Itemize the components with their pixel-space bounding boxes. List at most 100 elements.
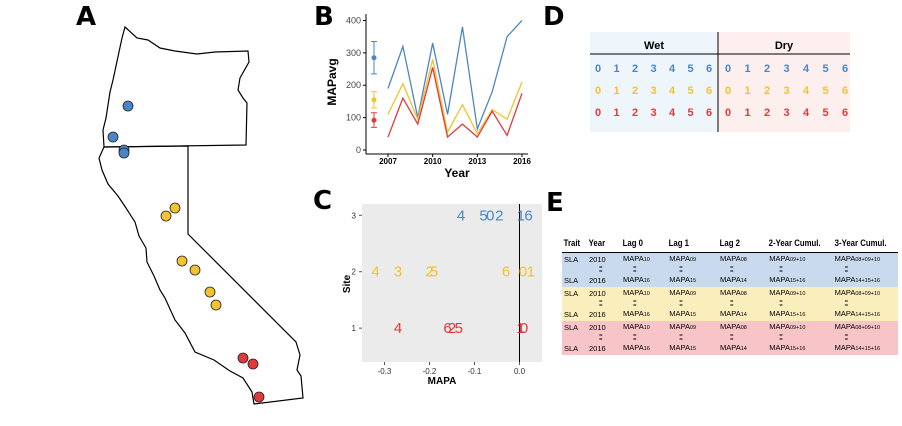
scatter-point-label: 3: [394, 264, 402, 281]
table-cell: MAPA15+16: [767, 342, 833, 355]
table-cell: MAPA14: [718, 308, 768, 321]
scatter-point-label: 1: [527, 264, 535, 281]
table-cell: =: [667, 337, 719, 343]
table-cell: =: [718, 265, 768, 271]
table-cell: =: [832, 303, 898, 309]
avg-point-dry: [371, 117, 377, 123]
scatter-x-tick-label: -0.3: [378, 367, 392, 376]
table-cell: MAPA15+16: [767, 274, 833, 287]
table-cell: MAPA09: [667, 287, 719, 300]
table-cell: [562, 304, 588, 308]
site-point: [253, 391, 265, 403]
wet-lag-digit: 4: [669, 107, 676, 119]
table-cell: SLA: [562, 274, 588, 287]
table-cell: =: [587, 303, 622, 309]
table-row: SLA 2016 MAPA16 MAPA15 MAPA14 MAPA15+16 MAPA14…: [562, 274, 898, 287]
dry-lag-digit: 6: [842, 85, 848, 97]
scatter-point-label: 2: [448, 320, 456, 337]
scatter-xlabel: MAPA: [428, 376, 457, 386]
table-cell: SLA: [562, 321, 588, 334]
table-row: SLA 2010 MAPA10 MAPA09 MAPA08 MAPA09+10 MAPA08…: [562, 252, 898, 266]
dry-region-bg: [718, 32, 850, 132]
site-point: [237, 352, 249, 364]
dry-lag-digit: 1: [744, 107, 750, 119]
wet-label: Wet: [644, 40, 664, 52]
panel-letter-d: D: [543, 2, 565, 32]
table-cell: MAPA09+10: [767, 252, 833, 266]
table-header-row: Trait Year Lag 0 Lag 1 Lag 2 2-Year Cumu…: [562, 234, 898, 253]
table-cell: SLA: [562, 287, 588, 300]
table-cell: MAPA09+10: [767, 321, 833, 334]
site-point: [176, 255, 188, 267]
dry-lag-digit: 1: [744, 85, 750, 97]
scatter-point-label: 0: [520, 320, 528, 337]
table-header-lag2: Lag 2: [719, 237, 741, 249]
table-cell: =: [767, 303, 833, 309]
table-cell: =: [621, 299, 668, 305]
table-cell: 2010: [587, 321, 622, 334]
scatter-point-label: 5: [430, 264, 438, 281]
table-cell: MAPA10: [621, 321, 668, 334]
wet-lag-digit: 5: [687, 85, 693, 97]
scatter-point-label: 4: [371, 264, 379, 281]
scatter-point-label: 5: [455, 320, 463, 337]
table-cell: =: [832, 333, 898, 339]
scatter-point-label: 0: [519, 264, 527, 281]
wet-lag-digit: 0: [595, 107, 601, 119]
table-cell: MAPA10: [621, 287, 668, 300]
scatter-x-tick-label: -0.1: [468, 367, 482, 376]
scatter-x-tick-label: -0.2: [423, 367, 437, 376]
wet-lag-digit: 3: [650, 107, 656, 119]
wet-lag-digit: 1: [613, 107, 619, 119]
site-point: [189, 264, 201, 276]
table-cell: =: [621, 333, 668, 339]
site-point: [122, 100, 134, 112]
table-cell: =: [767, 265, 833, 271]
table-cell: MAPA14: [718, 342, 768, 355]
line-x-tick-label: 2010: [424, 157, 442, 166]
line-x-tick-label: 2016: [513, 157, 531, 166]
panel-letter-c: C: [313, 186, 333, 216]
table-cell: MAPA08+09+10: [832, 252, 898, 266]
table-row: SLA 2010 MAPA10 MAPA09 MAPA08 MAPA09+10 MAPA08…: [562, 287, 898, 300]
wet-lag-digit: 6: [706, 63, 712, 75]
table-cell: =: [718, 337, 768, 343]
table-cell: MAPA10: [621, 252, 668, 266]
table-row: SLA 2010 MAPA10 MAPA09 MAPA08 MAPA09+10 MAPA08…: [562, 321, 898, 334]
avg-point-wet: [371, 55, 377, 61]
table-cell: =: [767, 337, 833, 343]
site-point: [118, 147, 130, 159]
table-cell: SLA: [562, 252, 588, 266]
table-cell: [562, 270, 588, 274]
dry-label: Dry: [775, 40, 794, 52]
table-row: = = = = = =: [562, 337, 898, 343]
dry-lag-digit: 2: [764, 107, 770, 119]
lag-table: Trait Year Lag 0 Lag 1 Lag 2 2-Year Cumu…: [562, 234, 898, 355]
table-cell: =: [587, 337, 622, 343]
table-cell: =: [767, 269, 833, 275]
site-point: [210, 299, 222, 311]
wet-lag-digit: 0: [595, 85, 601, 97]
table-cell: =: [767, 333, 833, 339]
wet-lag-digit: 1: [613, 63, 619, 75]
table-row: = = = = = =: [562, 269, 898, 275]
wet-lag-digit: 4: [669, 85, 676, 97]
dry-lag-digit: 5: [822, 63, 828, 75]
table-header-2yr: 2-Year Cumul.: [768, 237, 821, 249]
scatter-y-tick-label: 2: [352, 268, 357, 277]
line-y-tick-label: 100: [346, 113, 361, 123]
avg-point-mid: [371, 97, 377, 103]
dry-lag-digit: 6: [842, 107, 848, 119]
table-cell: =: [587, 299, 622, 305]
line-chart-xlabel: Year: [444, 166, 470, 180]
wet-lag-digit: 5: [687, 63, 693, 75]
line-y-tick-label: 200: [346, 80, 361, 90]
table-cell: =: [718, 269, 768, 275]
wet-lag-digit: 6: [706, 85, 712, 97]
table-cell: MAPA14+15+16: [832, 342, 898, 355]
table-cell: MAPA08+09+10: [832, 321, 898, 334]
wet-lag-digit: 3: [650, 63, 656, 75]
site-point: [169, 202, 181, 214]
table-cell: 2016: [587, 274, 622, 287]
